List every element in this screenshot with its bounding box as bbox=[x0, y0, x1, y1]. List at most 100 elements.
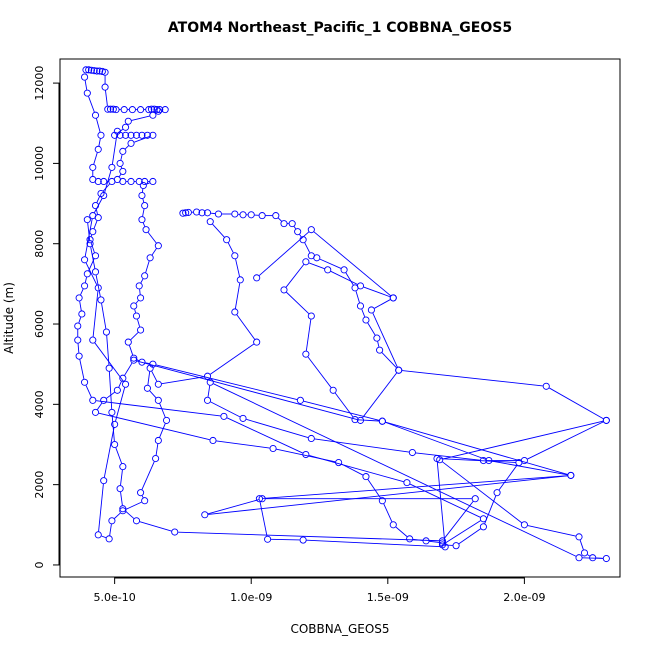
data-point bbox=[104, 105, 112, 113]
series-line-segment bbox=[95, 208, 98, 215]
series-line-segment bbox=[210, 343, 255, 375]
series-line-segment bbox=[79, 301, 82, 311]
data-point bbox=[101, 83, 109, 91]
data-point bbox=[83, 89, 91, 97]
data-point bbox=[94, 284, 102, 292]
series-line-segment bbox=[527, 421, 604, 460]
data-point bbox=[91, 268, 100, 276]
data-point bbox=[231, 308, 239, 316]
series-line-segment bbox=[442, 420, 604, 460]
series-line-segment bbox=[118, 173, 122, 177]
data-point bbox=[307, 434, 315, 443]
data-point bbox=[376, 346, 384, 354]
data-point bbox=[105, 535, 113, 543]
data-point bbox=[149, 131, 157, 139]
data-point bbox=[378, 417, 386, 425]
data-point bbox=[493, 489, 501, 497]
series-line-segment bbox=[345, 272, 354, 286]
series-line-segment bbox=[363, 286, 391, 298]
data-point bbox=[119, 177, 127, 186]
series-line-segment bbox=[259, 501, 268, 537]
series-line-segment bbox=[210, 401, 241, 418]
series-line-segment bbox=[101, 535, 107, 539]
series-line-segment bbox=[270, 538, 300, 541]
series-line-segment bbox=[377, 341, 380, 347]
data-point bbox=[239, 211, 247, 219]
data-point bbox=[137, 326, 145, 334]
data-point bbox=[258, 212, 266, 220]
data-point bbox=[520, 521, 528, 529]
series-line-segment bbox=[120, 154, 123, 161]
series-line-segment bbox=[149, 390, 157, 399]
series-line-segment bbox=[227, 242, 234, 253]
series-line-segment bbox=[445, 520, 481, 544]
series-line-segment bbox=[444, 501, 474, 539]
data-point bbox=[272, 212, 280, 220]
series-line-segment bbox=[151, 371, 158, 382]
data-point bbox=[471, 495, 479, 503]
series-line-segment bbox=[587, 554, 590, 557]
data-point bbox=[154, 396, 162, 404]
data-point bbox=[94, 177, 102, 186]
data-point bbox=[214, 210, 222, 218]
data-point bbox=[82, 66, 90, 74]
data-point bbox=[81, 256, 89, 264]
data-point bbox=[135, 177, 143, 186]
data-point bbox=[324, 266, 332, 274]
series-line-segment bbox=[374, 299, 391, 309]
data-point bbox=[137, 489, 145, 497]
data-point bbox=[94, 531, 102, 539]
data-series-2 bbox=[74, 73, 575, 551]
series-line-segment bbox=[137, 319, 141, 327]
series-line-segment bbox=[120, 166, 123, 169]
data-point bbox=[152, 454, 160, 463]
data-point bbox=[108, 163, 116, 171]
series-line-segment bbox=[402, 370, 543, 387]
data-point bbox=[130, 356, 138, 364]
data-point bbox=[389, 521, 397, 529]
data-point bbox=[75, 352, 83, 360]
data-point bbox=[122, 123, 130, 131]
data-point bbox=[389, 294, 397, 302]
series-line-segment bbox=[216, 440, 270, 449]
series-line-segment bbox=[115, 447, 123, 464]
series-line-segment bbox=[93, 220, 98, 229]
series-line-segment bbox=[93, 152, 98, 165]
data-point bbox=[294, 228, 302, 236]
data-point bbox=[119, 374, 127, 382]
data-point bbox=[81, 282, 89, 290]
series-line-segment bbox=[442, 461, 522, 524]
x-axis: 5.0e-10 1.0e-09 1.5e-09 2.0e-09 bbox=[94, 577, 546, 604]
data-point bbox=[116, 159, 124, 167]
data-point bbox=[329, 386, 337, 394]
data-point bbox=[132, 517, 141, 525]
data-point bbox=[171, 528, 179, 536]
data-point bbox=[542, 382, 550, 390]
data-point bbox=[313, 254, 321, 262]
data-point bbox=[111, 440, 119, 449]
series-line-segment bbox=[136, 360, 358, 420]
data-point bbox=[438, 539, 446, 547]
data-point bbox=[132, 312, 141, 320]
data-point bbox=[98, 67, 106, 75]
data-point bbox=[119, 167, 127, 175]
series-line-segment bbox=[134, 309, 137, 313]
series-line-segment bbox=[355, 291, 360, 303]
data-point bbox=[362, 473, 370, 481]
data-point bbox=[91, 252, 100, 260]
series-line-segment bbox=[134, 136, 150, 143]
series-line-segment bbox=[84, 277, 88, 283]
series-line-segment bbox=[106, 335, 110, 365]
series-line-segment bbox=[80, 288, 84, 296]
data-point bbox=[120, 106, 128, 114]
data-point bbox=[154, 107, 162, 115]
series-line-segment bbox=[84, 218, 93, 257]
data-point bbox=[108, 408, 116, 416]
series-line-segment bbox=[415, 452, 481, 461]
data-point bbox=[105, 364, 113, 372]
y-tick-label: 4000 bbox=[33, 390, 46, 418]
series-line-segment bbox=[94, 342, 124, 382]
data-point bbox=[231, 210, 239, 218]
series-line-segment bbox=[84, 80, 88, 90]
y-tick-label: 0 bbox=[33, 561, 46, 568]
